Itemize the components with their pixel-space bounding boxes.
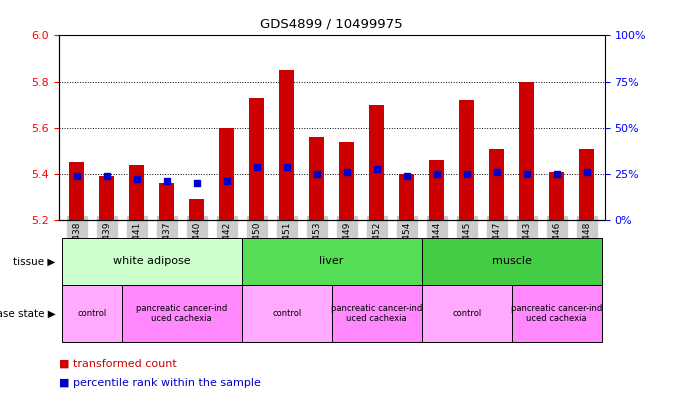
Bar — [279, 70, 294, 220]
Bar — [422, 285, 511, 342]
Bar — [459, 100, 474, 220]
Bar — [339, 141, 354, 220]
Bar — [549, 172, 564, 220]
Text: control: control — [272, 309, 301, 318]
Text: control: control — [77, 309, 106, 318]
Bar — [189, 199, 205, 220]
Bar — [429, 160, 444, 220]
Bar — [511, 285, 602, 342]
Bar — [399, 174, 414, 220]
Bar — [100, 176, 114, 220]
Text: ■ transformed count: ■ transformed count — [59, 358, 176, 369]
Bar — [489, 149, 504, 220]
Text: pancreatic cancer-ind
uced cachexia: pancreatic cancer-ind uced cachexia — [136, 304, 227, 323]
Bar — [579, 149, 594, 220]
Bar — [61, 238, 242, 285]
Text: control: control — [452, 309, 481, 318]
Text: ■ percentile rank within the sample: ■ percentile rank within the sample — [59, 378, 261, 388]
Bar — [219, 128, 234, 220]
Bar — [242, 285, 332, 342]
Text: pancreatic cancer-ind
uced cachexia: pancreatic cancer-ind uced cachexia — [331, 304, 422, 323]
Text: disease state ▶: disease state ▶ — [0, 309, 55, 318]
Bar — [309, 137, 324, 220]
Bar — [422, 238, 602, 285]
Bar — [159, 183, 174, 220]
Text: pancreatic cancer-ind
uced cachexia: pancreatic cancer-ind uced cachexia — [511, 304, 603, 323]
Bar — [69, 162, 84, 220]
Bar — [332, 285, 422, 342]
Text: tissue ▶: tissue ▶ — [13, 256, 55, 266]
Bar — [242, 238, 422, 285]
Text: muscle: muscle — [492, 256, 531, 266]
Bar — [249, 98, 264, 220]
Text: GDS4899 / 10499975: GDS4899 / 10499975 — [261, 18, 403, 31]
Bar — [122, 285, 242, 342]
Text: white adipose: white adipose — [113, 256, 191, 266]
Bar — [129, 165, 144, 220]
Bar — [61, 285, 122, 342]
Bar — [519, 82, 534, 220]
Bar — [369, 105, 384, 220]
Text: liver: liver — [319, 256, 344, 266]
